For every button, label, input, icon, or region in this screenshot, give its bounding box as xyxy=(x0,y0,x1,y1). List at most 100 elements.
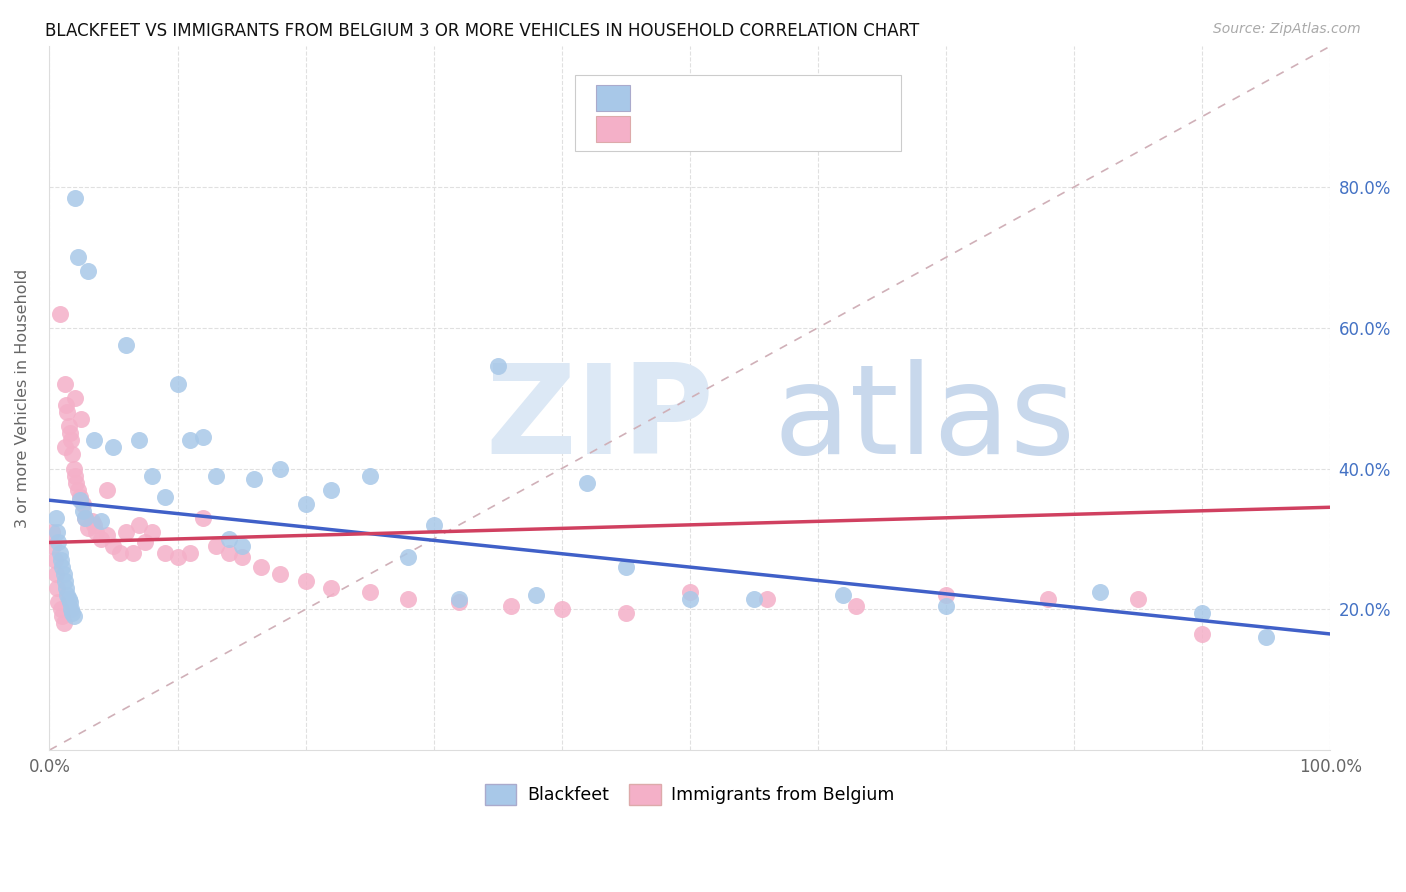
Point xyxy=(321,483,343,497)
Point xyxy=(449,591,471,606)
Text: atlas: atlas xyxy=(773,359,1076,480)
Point xyxy=(46,581,69,595)
Point xyxy=(41,524,63,539)
Point xyxy=(134,535,156,549)
Text: N =: N = xyxy=(793,120,834,138)
Point xyxy=(53,441,76,455)
Point xyxy=(75,511,97,525)
Point xyxy=(742,591,765,606)
Point xyxy=(128,434,150,448)
Y-axis label: 3 or more Vehicles in Household: 3 or more Vehicles in Household xyxy=(15,268,30,528)
Point xyxy=(63,190,86,204)
Point xyxy=(1256,631,1278,645)
Point xyxy=(153,546,176,560)
Point xyxy=(59,426,82,441)
Point xyxy=(51,609,73,624)
Point xyxy=(58,419,80,434)
Point xyxy=(179,434,201,448)
Point xyxy=(294,497,316,511)
Point xyxy=(576,475,599,490)
Point xyxy=(449,595,471,609)
Point xyxy=(49,553,72,567)
Point xyxy=(121,546,143,560)
Point xyxy=(128,517,150,532)
Point xyxy=(422,517,444,532)
Point xyxy=(249,560,271,574)
Point xyxy=(141,468,163,483)
Point xyxy=(845,599,868,613)
Point xyxy=(42,539,65,553)
Point xyxy=(103,539,125,553)
Text: 53: 53 xyxy=(841,89,866,107)
Point xyxy=(614,606,637,620)
Point xyxy=(205,539,228,553)
Point xyxy=(269,567,291,582)
Point xyxy=(75,511,97,525)
Text: Source: ZipAtlas.com: Source: ZipAtlas.com xyxy=(1213,22,1361,37)
Point xyxy=(166,377,188,392)
Point xyxy=(52,616,75,631)
Point xyxy=(44,553,66,567)
Point xyxy=(58,591,80,606)
Point xyxy=(62,461,84,475)
Text: BLACKFEET VS IMMIGRANTS FROM BELGIUM 3 OR MORE VEHICLES IN HOUSEHOLD CORRELATION: BLACKFEET VS IMMIGRANTS FROM BELGIUM 3 O… xyxy=(45,22,920,40)
Point xyxy=(66,483,89,497)
Point xyxy=(45,511,67,525)
Point xyxy=(832,588,855,602)
Point xyxy=(1038,591,1060,606)
Point xyxy=(52,567,75,582)
Point xyxy=(1191,627,1213,641)
Point xyxy=(294,574,316,589)
Point xyxy=(62,606,84,620)
Point xyxy=(218,532,240,546)
Point xyxy=(53,377,76,392)
Point xyxy=(72,497,94,511)
Point xyxy=(56,588,79,602)
Point xyxy=(935,588,957,602)
Point xyxy=(141,524,163,539)
Point xyxy=(56,405,79,419)
Point xyxy=(70,412,93,426)
Point xyxy=(96,528,118,542)
Point xyxy=(48,546,70,560)
Point xyxy=(359,468,381,483)
Point xyxy=(46,524,69,539)
Text: R =: R = xyxy=(643,89,682,107)
Point xyxy=(49,602,72,616)
Point xyxy=(72,504,94,518)
Point xyxy=(62,447,84,461)
Point xyxy=(90,532,112,546)
Point xyxy=(66,251,89,265)
Point xyxy=(83,434,105,448)
Point xyxy=(45,567,67,582)
Point xyxy=(55,581,77,595)
FancyBboxPatch shape xyxy=(575,75,901,151)
Point xyxy=(231,549,253,564)
Text: N =: N = xyxy=(793,89,834,107)
Point xyxy=(115,524,138,539)
Point xyxy=(205,468,228,483)
Point xyxy=(935,599,957,613)
Point xyxy=(103,441,125,455)
Point xyxy=(65,475,87,490)
Point xyxy=(76,521,98,535)
Point xyxy=(76,264,98,278)
Point xyxy=(55,398,77,412)
Point xyxy=(218,546,240,560)
Point xyxy=(191,511,214,525)
Point xyxy=(60,602,83,616)
Point xyxy=(80,514,103,528)
Point xyxy=(1126,591,1149,606)
Point xyxy=(1088,584,1111,599)
Point xyxy=(62,609,84,624)
Point xyxy=(63,468,86,483)
Point xyxy=(755,591,778,606)
Point xyxy=(614,560,637,574)
Point xyxy=(90,514,112,528)
Point xyxy=(63,391,86,405)
Point xyxy=(59,595,82,609)
Point xyxy=(191,430,214,444)
Point xyxy=(243,472,266,486)
Point xyxy=(359,584,381,599)
Point xyxy=(396,549,419,564)
